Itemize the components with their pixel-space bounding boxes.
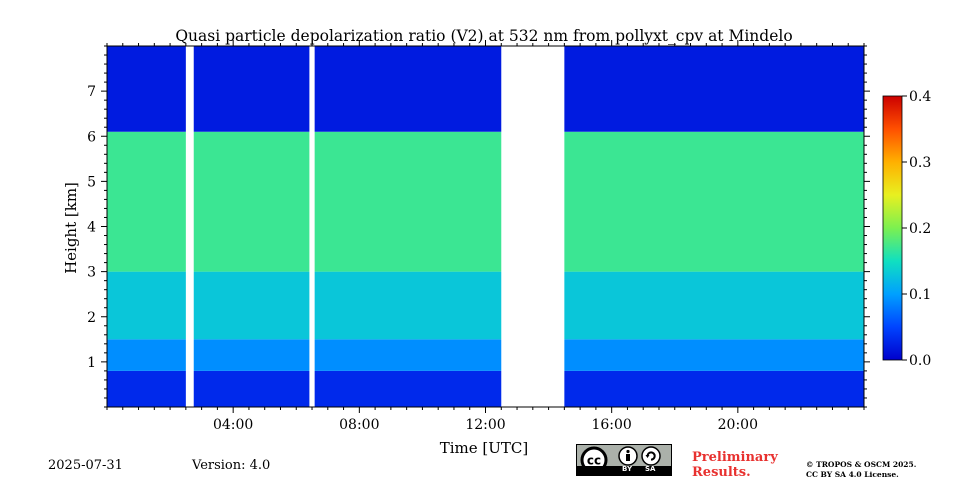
colorbar bbox=[882, 95, 903, 361]
y-axis-label: Height [km] bbox=[62, 182, 80, 274]
y-tick-label: 1 bbox=[87, 355, 96, 371]
no-data-gap-2 bbox=[501, 46, 565, 407]
heatmap-layer-4 bbox=[107, 46, 864, 132]
colorbar-tick-label: 0.0 bbox=[909, 353, 931, 369]
y-tick-label: 6 bbox=[87, 129, 96, 145]
no-data-gap-1 bbox=[309, 46, 315, 407]
x-axis-ticks: 04:00 08:00 12:00 16:00 20:00 bbox=[106, 40, 865, 433]
colorbar-tick-label: 0.4 bbox=[909, 89, 931, 105]
x-axis-label: Time [UTC] bbox=[440, 439, 529, 457]
x-tick-label: 20:00 bbox=[718, 417, 758, 433]
y-tick-label: 2 bbox=[87, 310, 96, 326]
chart-title: Quasi particle depolarization ratio (V2)… bbox=[175, 27, 792, 45]
no-data-gaps bbox=[185, 46, 565, 407]
x-tick-label: 08:00 bbox=[339, 417, 379, 433]
footer-version: Version: 4.0 bbox=[192, 458, 271, 473]
sa-label: SA bbox=[645, 465, 656, 473]
y-axis-ticks: 1 2 3 4 5 6 7 bbox=[87, 45, 870, 408]
colorbar-tick-label: 0.3 bbox=[909, 155, 931, 171]
heatmap-layer-2 bbox=[107, 271, 864, 340]
share-alike-icon bbox=[641, 446, 661, 466]
colorbar-tick-label: 0.1 bbox=[909, 287, 931, 303]
preliminary-line2: Results. bbox=[692, 465, 751, 480]
y-tick-label: 7 bbox=[87, 84, 96, 100]
colorbar-ticks: 0.0 0.1 0.2 0.3 0.4 bbox=[902, 89, 931, 369]
copyright-note: © TROPOS & OSCM 2025. CC BY SA 4.0 Licen… bbox=[806, 460, 916, 480]
footer-date: 2025-07-31 bbox=[48, 458, 123, 473]
y-tick-label: 3 bbox=[87, 265, 96, 281]
y-tick-label: 5 bbox=[87, 174, 96, 190]
copyright-line2: CC BY SA 4.0 License. bbox=[806, 470, 899, 479]
heatmap-layer-0 bbox=[107, 370, 864, 407]
x-tick-label: 04:00 bbox=[213, 417, 253, 433]
heatmap-layer-1 bbox=[107, 339, 864, 371]
x-tick-label: 16:00 bbox=[591, 417, 631, 433]
preliminary-note: Preliminary Results. bbox=[692, 450, 778, 480]
x-tick-label: 12:00 bbox=[465, 417, 505, 433]
by-label: BY bbox=[622, 465, 633, 473]
preliminary-line1: Preliminary bbox=[692, 450, 778, 465]
heatmap-layer-3 bbox=[107, 131, 864, 272]
cc-license-badge: cc BY SA bbox=[576, 444, 672, 476]
colorbar-tick-label: 0.2 bbox=[909, 221, 931, 237]
no-data-gap-0 bbox=[185, 46, 194, 407]
y-tick-label: 4 bbox=[87, 220, 96, 236]
heatmap-area bbox=[107, 46, 864, 407]
svg-text:cc: cc bbox=[587, 454, 601, 468]
copyright-line1: © TROPOS & OSCM 2025. bbox=[806, 460, 917, 469]
